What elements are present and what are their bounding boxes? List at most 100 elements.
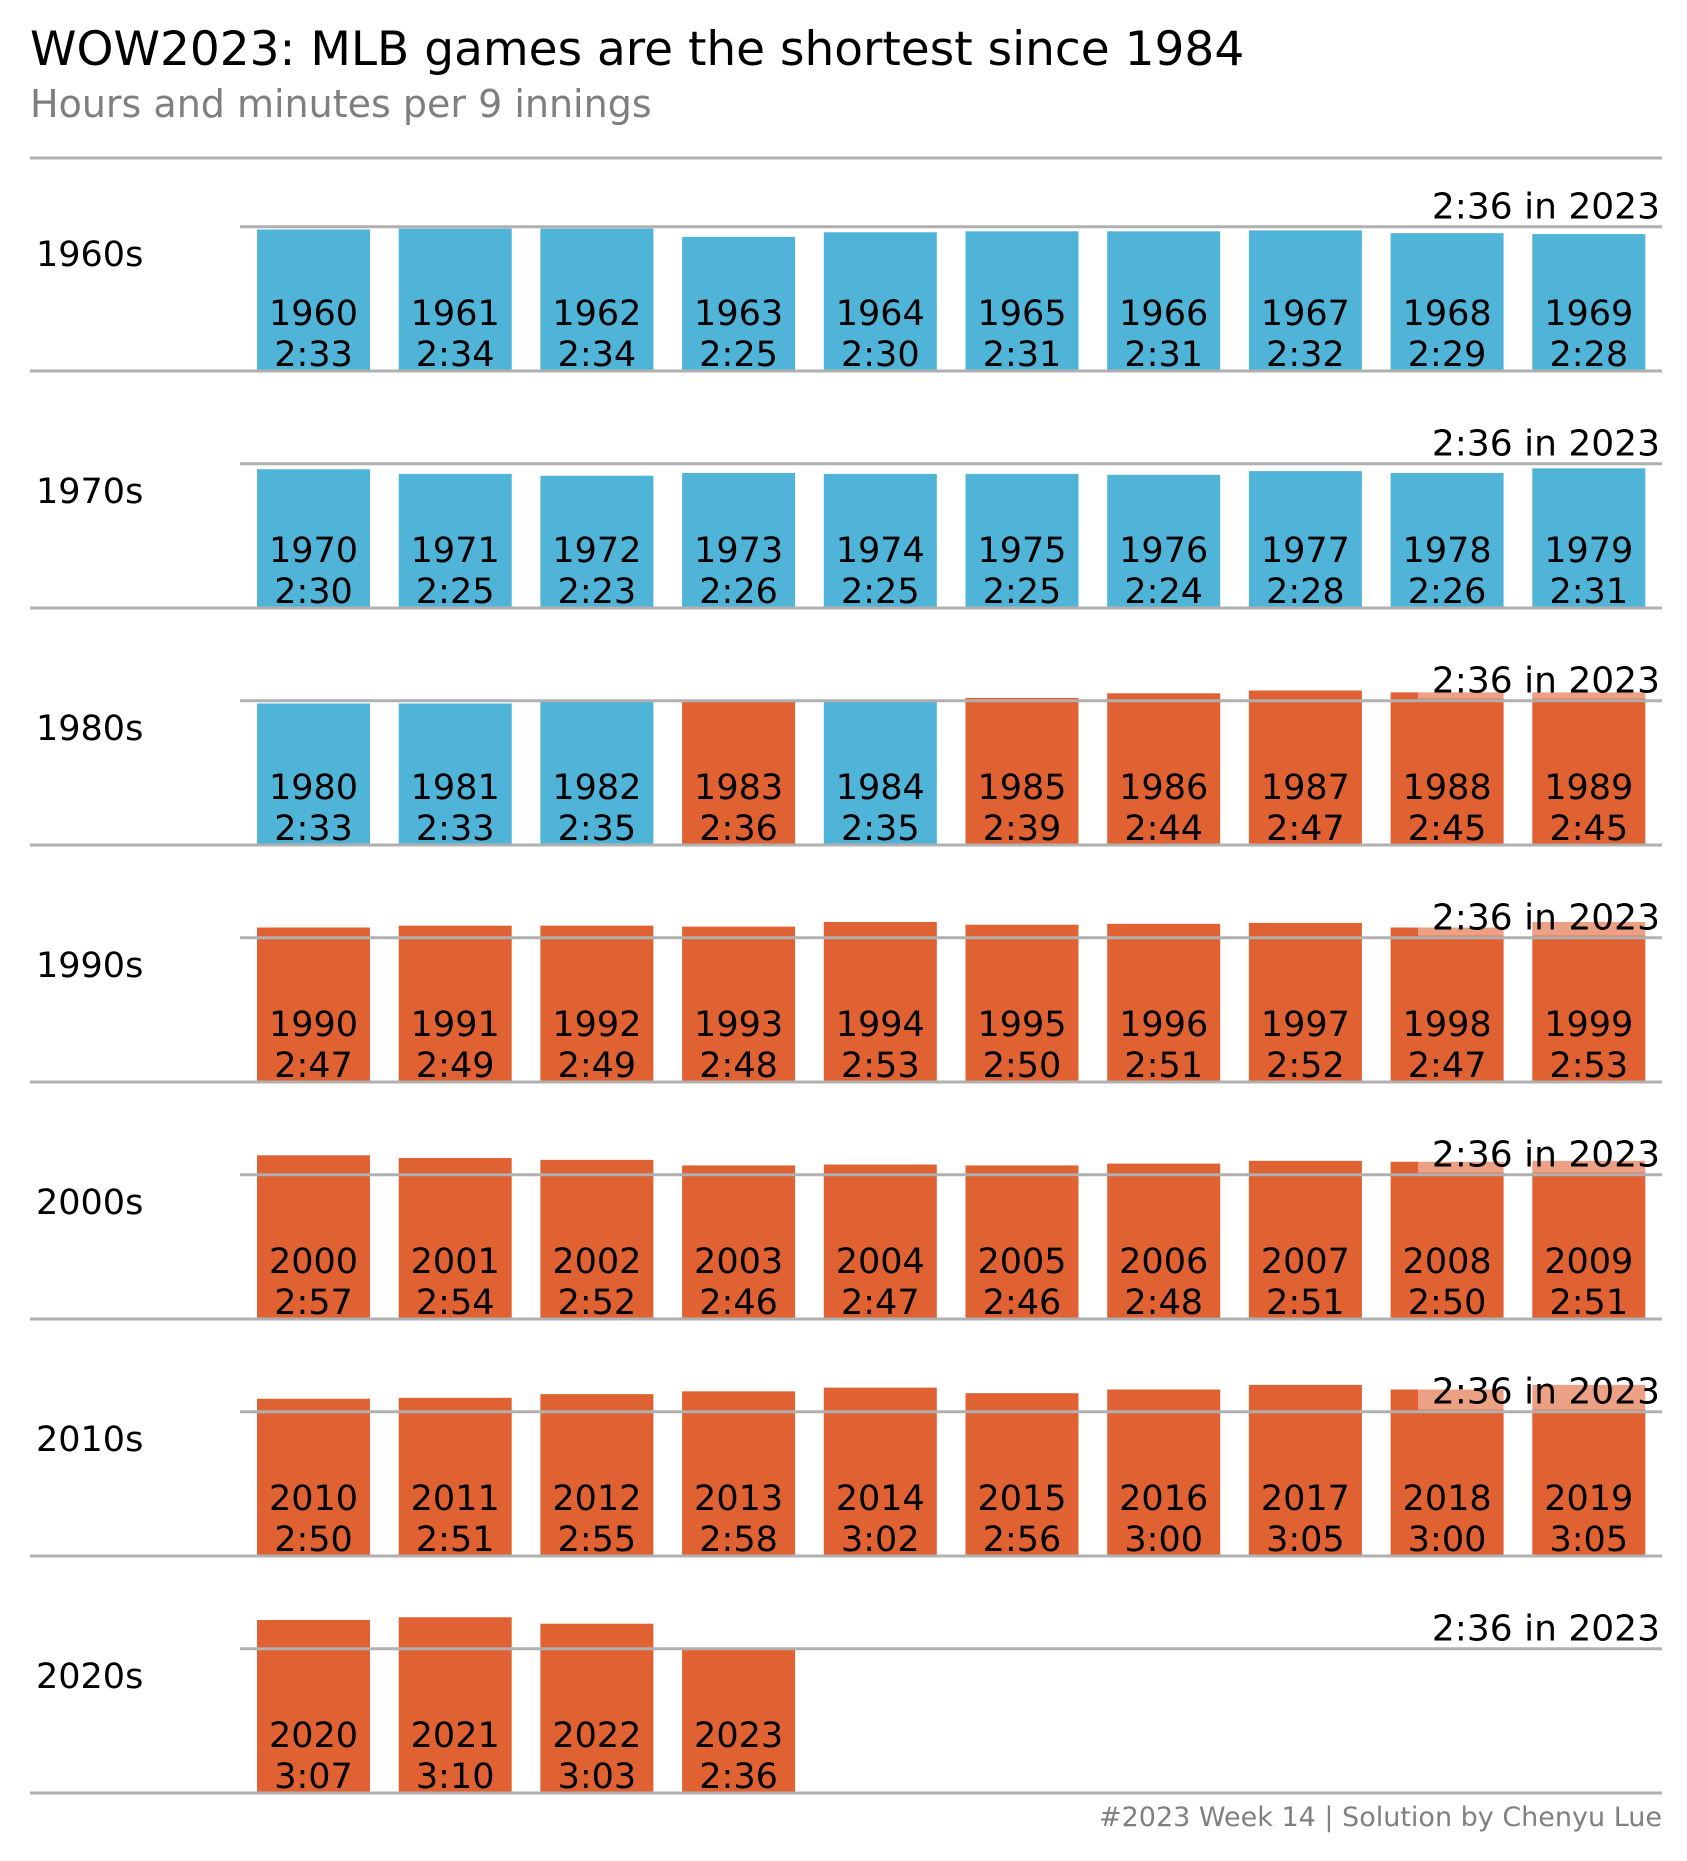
bar-1994 (823, 921, 937, 1082)
bar-year-label: 2014 (836, 1479, 925, 1519)
bar-2008 (1390, 1161, 1504, 1319)
bar-year-label: 1985 (977, 768, 1066, 808)
bar-1986 (1107, 693, 1221, 845)
bar-time-label: 2:45 (1549, 809, 1628, 849)
decade-label: 2020s (36, 1657, 143, 1697)
bar-year-label: 1993 (694, 1005, 783, 1045)
bar-year-label: 1981 (411, 768, 500, 808)
bar-year-label: 1963 (694, 294, 783, 334)
bar-time-label: 2:26 (1408, 572, 1487, 612)
bar-2015 (965, 1393, 1079, 1556)
bar-time-label: 3:00 (1408, 1520, 1487, 1560)
credit-footer: #2023 Week 14 | Solution by Chenyu Lue (1098, 1802, 1662, 1833)
bar-year-label: 1960 (269, 294, 358, 334)
bar-time-label: 2:50 (1408, 1283, 1487, 1323)
bar-2016 (1107, 1389, 1221, 1556)
bar-year-label: 1969 (1544, 294, 1633, 334)
chart-title: WOW2023: MLB games are the shortest sinc… (30, 22, 1245, 77)
bar-year-label: 2017 (1261, 1479, 1350, 1519)
bar-1997 (1248, 922, 1362, 1082)
bar-1965 (965, 231, 1079, 371)
bar-1985 (965, 697, 1079, 845)
bar-time-label: 2:24 (1124, 572, 1203, 612)
bar-time-label: 3:10 (416, 1757, 495, 1797)
bar-time-label: 2:33 (416, 809, 495, 849)
bar-time-label: 3:02 (841, 1520, 920, 1560)
bar-1991 (398, 925, 512, 1082)
bar-time-label: 2:35 (841, 809, 920, 849)
bar-2023 (682, 1648, 796, 1793)
bar-1968 (1390, 233, 1504, 371)
bar-time-label: 2:49 (558, 1046, 637, 1086)
bar-year-label: 1988 (1403, 768, 1492, 808)
bar-year-label: 1966 (1119, 294, 1208, 334)
bar-time-label: 2:52 (558, 1283, 637, 1323)
reference-label: 2:36 in 2023 (1432, 424, 1660, 465)
bar-2005 (965, 1165, 1079, 1319)
bar-time-label: 2:47 (1266, 809, 1345, 849)
bar-year-label: 1999 (1544, 1005, 1633, 1045)
decade-row-1960s: 1960s19602:3319612:3419622:3419632:25196… (30, 184, 1662, 375)
reference-label: 2:36 in 2023 (1432, 1609, 1660, 1650)
decade-label: 1960s (36, 235, 143, 275)
bar-year-label: 2000 (269, 1242, 358, 1282)
bar-time-label: 2:35 (558, 809, 637, 849)
bar-year-label: 2011 (411, 1479, 500, 1519)
bar-1977 (1248, 471, 1362, 608)
bar-time-label: 2:46 (699, 1283, 778, 1323)
bar-time-label: 2:30 (841, 335, 920, 375)
bar-time-label: 2:53 (841, 1046, 920, 1086)
bar-1966 (1107, 231, 1221, 371)
bar-time-label: 2:52 (1266, 1046, 1345, 1086)
bar-year-label: 1990 (269, 1005, 358, 1045)
bar-year-label: 2010 (269, 1479, 358, 1519)
bar-time-label: 2:26 (699, 572, 778, 612)
bar-year-label: 1983 (694, 768, 783, 808)
bar-1979 (1532, 468, 1646, 608)
bar-1995 (965, 924, 1079, 1082)
bar-1988 (1390, 692, 1504, 845)
bar-1961 (398, 228, 512, 371)
bar-year-label: 2009 (1544, 1242, 1633, 1282)
bar-2017 (1248, 1384, 1362, 1556)
decade-label: 2000s (36, 1183, 143, 1223)
bar-year-label: 1970 (269, 531, 358, 571)
bar-year-label: 1987 (1261, 768, 1350, 808)
bar-1978 (1390, 472, 1504, 608)
bar-year-label: 2013 (694, 1479, 783, 1519)
reference-label-backing (1418, 1369, 1662, 1410)
reference-label-backing (1418, 1606, 1662, 1647)
bar-time-label: 3:05 (1549, 1520, 1628, 1560)
bar-time-label: 2:48 (1124, 1283, 1203, 1323)
bar-2006 (1107, 1163, 1221, 1319)
bar-time-label: 3:00 (1124, 1520, 1203, 1560)
bar-year-label: 1979 (1544, 531, 1633, 571)
decade-row-1980s: 1980s19802:3319812:3319822:3519832:36198… (30, 658, 1662, 849)
bar-year-label: 1975 (977, 531, 1066, 571)
bar-year-label: 1982 (552, 768, 641, 808)
bar-year-label: 1964 (836, 294, 925, 334)
bar-2011 (398, 1397, 512, 1556)
bar-year-label: 1962 (552, 294, 641, 334)
bar-1982 (540, 701, 654, 845)
bar-time-label: 2:33 (274, 809, 353, 849)
bar-time-label: 2:36 (699, 809, 778, 849)
bar-year-label: 1973 (694, 531, 783, 571)
reference-label: 2:36 in 2023 (1432, 1372, 1660, 1413)
bar-year-label: 1986 (1119, 768, 1208, 808)
bar-year-label: 2007 (1261, 1242, 1350, 1282)
bar-time-label: 2:28 (1549, 335, 1628, 375)
bar-year-label: 1967 (1261, 294, 1350, 334)
bar-year-label: 2002 (552, 1242, 641, 1282)
bar-time-label: 2:50 (983, 1046, 1062, 1086)
bar-1996 (1107, 923, 1221, 1082)
bar-time-label: 3:03 (558, 1757, 637, 1797)
bar-time-label: 2:54 (416, 1283, 495, 1323)
bar-time-label: 2:31 (1549, 572, 1628, 612)
bar-year-label: 2001 (411, 1242, 500, 1282)
bar-1989 (1532, 692, 1646, 845)
bar-year-label: 2008 (1403, 1242, 1492, 1282)
bar-year-label: 1991 (411, 1005, 500, 1045)
